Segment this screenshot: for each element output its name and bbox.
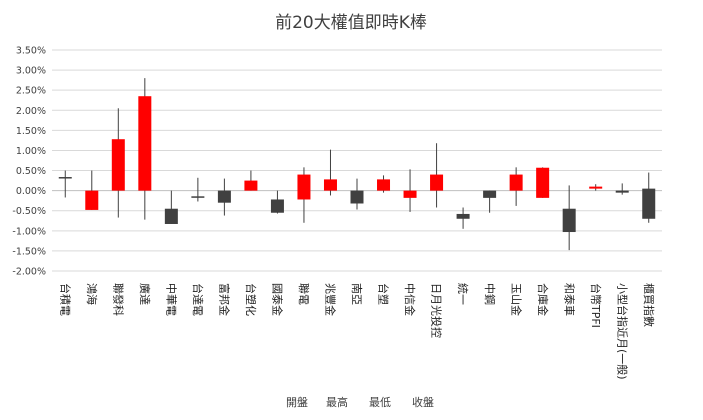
- category-label: 中華電: [164, 283, 177, 316]
- y-tick-label: 0.00%: [16, 186, 46, 197]
- category-label: 廣達: [138, 283, 152, 305]
- candle: [642, 172, 656, 223]
- category-label: 玉山金: [509, 283, 523, 316]
- y-tick-label: 2.50%: [16, 86, 46, 97]
- candle-body: [323, 179, 337, 191]
- candle: [138, 78, 152, 220]
- candle-body: [244, 180, 258, 191]
- candle-body: [270, 199, 284, 213]
- y-tick-label: -0.50%: [12, 206, 46, 217]
- candle-body: [642, 188, 656, 219]
- category-label: 中鋼: [483, 283, 497, 305]
- candle: [562, 185, 576, 251]
- candle: [536, 167, 550, 198]
- candle: [430, 143, 444, 208]
- candle-body: [403, 190, 417, 198]
- category-label: 台達電: [191, 283, 205, 316]
- candle-body: [350, 190, 364, 204]
- y-tick-label: -2.00%: [12, 267, 46, 278]
- candle-body: [138, 96, 152, 191]
- candle: [58, 170, 72, 198]
- candle: [350, 178, 364, 210]
- candle-body: [164, 208, 178, 224]
- candle: [589, 184, 603, 191]
- candle: [509, 167, 523, 206]
- legend-item: 最高: [326, 395, 348, 409]
- y-tick-label: -1.00%: [12, 226, 46, 237]
- x-axis-labels: 台積電 鴻海 聯發科 廣達 中華電 台達電 富邦金 台塑化 國泰金 聯電 兆豐金 南亞 台塑 中信金 日月光…: [58, 283, 655, 380]
- candle: [244, 170, 258, 191]
- category-label: 合庫金: [536, 283, 550, 316]
- category-label: 和泰車: [562, 283, 576, 316]
- category-label: 日月光投控: [430, 283, 444, 338]
- category-label: 台幣TPFI: [589, 283, 603, 328]
- y-axis-ticks: -2.00% -1.50% -1.00% -0.50% 0.00% 0.50% 1.00% 1…: [12, 46, 46, 278]
- candle: [111, 108, 125, 218]
- y-tick-label: -1.50%: [12, 246, 46, 257]
- candle: [377, 175, 391, 193]
- chart-title: 前20大權值即時K棒: [275, 13, 427, 33]
- candle-body: [377, 179, 391, 191]
- legend-item: 收盤: [412, 395, 434, 409]
- y-tick-label: 1.50%: [16, 126, 46, 137]
- candles: [58, 78, 656, 251]
- candle: [191, 177, 205, 202]
- y-tick-label: 1.00%: [16, 146, 46, 157]
- category-label: 國泰金: [271, 283, 285, 316]
- category-label: 聯發科: [111, 283, 125, 316]
- candle-body: [509, 174, 523, 191]
- category-label: 富邦金: [218, 283, 232, 316]
- category-label: 台積電: [58, 283, 72, 316]
- category-label: 小型台指近月(一般): [615, 283, 629, 380]
- candle-body: [483, 190, 497, 198]
- candle: [403, 169, 417, 212]
- candle: [323, 149, 337, 196]
- legend-item: 最低: [369, 396, 391, 409]
- candle-body: [297, 174, 311, 200]
- category-label: 統一: [456, 283, 470, 305]
- candle: [483, 190, 497, 213]
- candle-body: [536, 167, 550, 198]
- y-tick-label: 0.50%: [16, 166, 46, 177]
- category-label: 聯電: [297, 283, 310, 305]
- candle: [217, 178, 231, 216]
- candle: [615, 183, 629, 195]
- candle-body: [217, 190, 231, 203]
- y-tick-label: 3.00%: [16, 66, 46, 77]
- legend-item: 開盤: [286, 396, 308, 409]
- candle-body: [456, 213, 470, 219]
- candle-body: [430, 174, 444, 191]
- category-label: 台塑: [377, 283, 391, 305]
- y-tick-label: 3.50%: [16, 46, 46, 57]
- candle-body: [85, 190, 99, 210]
- candle: [456, 207, 470, 229]
- category-label: 櫃買指數: [642, 283, 656, 327]
- candle-body: [111, 139, 125, 191]
- candle: [297, 167, 311, 223]
- candle: [270, 190, 284, 214]
- category-label: 兆豐金: [324, 283, 338, 316]
- candle-body: [562, 208, 576, 233]
- y-tick-label: 2.00%: [16, 106, 46, 117]
- category-label: 台塑化: [244, 283, 258, 316]
- candle-body: [615, 190, 629, 193]
- category-label: 鴻海: [85, 283, 99, 305]
- candle: [164, 190, 178, 224]
- candle-body: [589, 186, 603, 189]
- category-label: 南亞: [350, 283, 363, 305]
- legend: 開盤 最高 最低 收盤: [286, 395, 434, 409]
- candle: [85, 170, 99, 210]
- category-label: 中信金: [403, 283, 417, 316]
